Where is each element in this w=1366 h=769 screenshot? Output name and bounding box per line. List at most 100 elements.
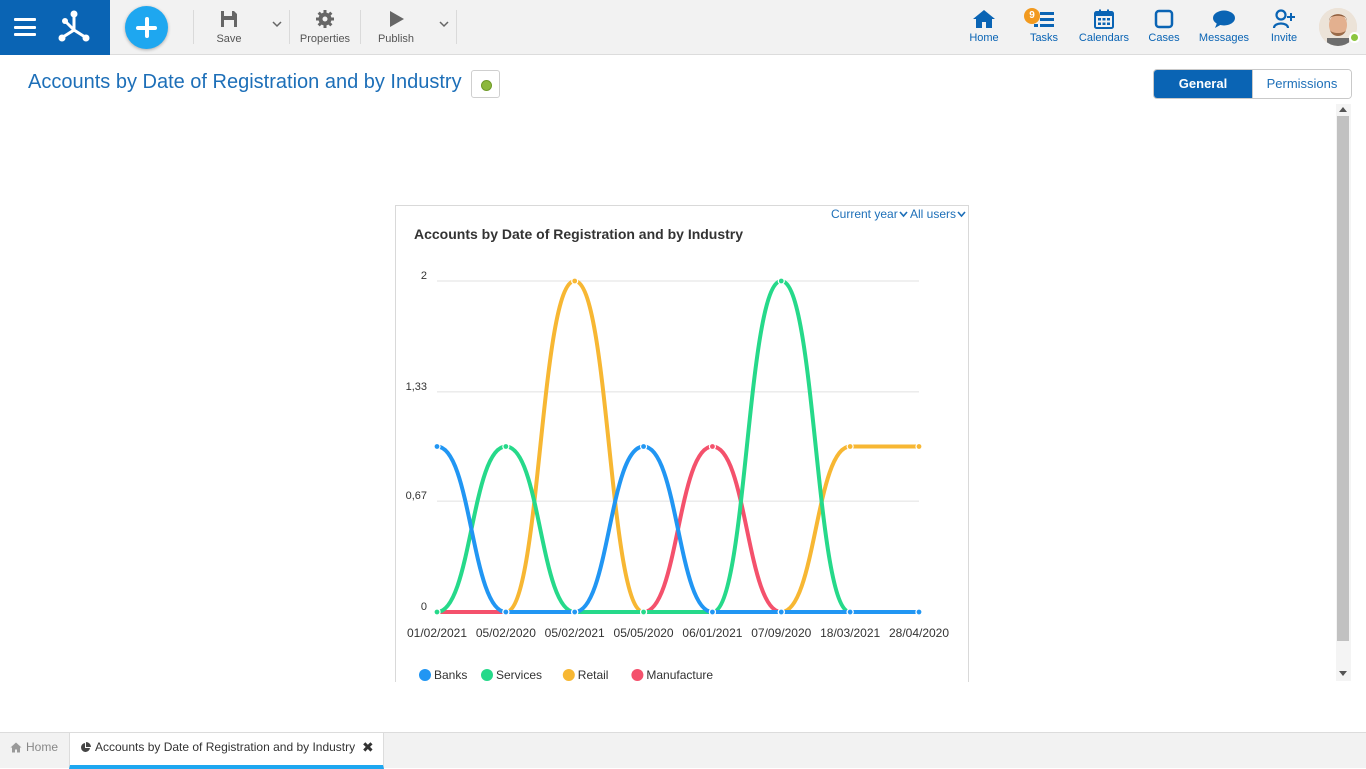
play-icon <box>390 11 404 27</box>
y-tick-label: 2 <box>421 270 427 282</box>
bottom-tab-chart-label: Accounts by Date of Registration and by … <box>95 740 356 754</box>
nav-invite-label: Invite <box>1270 32 1298 44</box>
nav-home[interactable]: Home <box>964 0 1004 55</box>
period-filter-label: Current year <box>831 207 898 221</box>
data-point-services <box>777 277 785 285</box>
online-status-dot <box>1349 32 1360 43</box>
create-new-button[interactable] <box>125 6 168 49</box>
legend-marker-manufacture <box>631 669 644 681</box>
series-line-retail <box>435 279 921 614</box>
nav-calendars-label: Calendars <box>1078 32 1130 44</box>
brand-area <box>0 0 110 55</box>
chart-panel: Current year All users Accounts by Date … <box>395 205 969 682</box>
data-point-manufacture <box>708 442 717 451</box>
line-chart: 0 0,67 1,33 2 01/02/2021 05/02/2020 05/02/2021… <box>406 270 950 682</box>
status-indicator-button[interactable] <box>471 70 500 98</box>
save-button[interactable]: Save <box>210 0 248 55</box>
toolbar-divider <box>456 10 457 44</box>
users-filter-dropdown[interactable]: All users <box>910 207 966 221</box>
properties-label: Properties <box>299 33 351 45</box>
nav-cases-label: Cases <box>1148 32 1180 44</box>
data-point-banks <box>639 442 648 451</box>
legend-label-retail: Retail <box>578 668 609 682</box>
users-filter-label: All users <box>910 207 957 221</box>
nav-invite[interactable]: Invite <box>1266 0 1302 55</box>
page-title: Accounts by Date of Registration and by … <box>28 71 462 93</box>
save-options-chevron-icon[interactable] <box>271 18 283 30</box>
data-point-retail <box>915 442 923 451</box>
scrollbar-thumb[interactable] <box>1337 116 1349 641</box>
toolbar-divider <box>360 10 361 44</box>
pie-chart-icon <box>81 742 91 752</box>
nav-messages[interactable]: Messages <box>1198 0 1250 55</box>
publish-label: Publish <box>377 33 415 45</box>
close-tab-icon[interactable]: ✖ <box>362 739 374 755</box>
view-segmented-control: General Permissions <box>1153 69 1352 99</box>
bottom-tab-home[interactable]: Home <box>0 733 69 769</box>
chevron-down-icon <box>957 211 966 218</box>
legend-label-banks: Banks <box>434 668 467 682</box>
scroll-up-arrow-icon[interactable] <box>1339 107 1347 112</box>
nav-calendars[interactable]: Calendars <box>1078 0 1130 55</box>
y-tick-label: 0,67 <box>406 490 427 502</box>
x-tick-label: 07/09/2020 <box>751 626 811 640</box>
data-point-banks <box>433 442 441 451</box>
data-point-banks <box>571 608 579 616</box>
properties-button[interactable]: Properties <box>298 0 352 55</box>
data-point-banks <box>502 608 510 616</box>
floppy-disk-icon <box>221 11 237 27</box>
nav-tasks-label: Tasks <box>1029 32 1059 44</box>
top-toolbar: Save Properties Publish <box>0 0 1366 55</box>
add-user-icon <box>1272 9 1295 29</box>
bottom-tab-home-label: Home <box>26 740 59 754</box>
nav-cases[interactable]: Cases <box>1146 0 1182 55</box>
tasks-count-badge: 9 <box>1024 8 1040 24</box>
y-tick-label: 1,33 <box>406 381 427 393</box>
nav-home-label: Home <box>969 32 999 44</box>
app-logo-icon[interactable] <box>54 8 94 46</box>
house-icon <box>10 742 22 753</box>
calendar-icon <box>1094 9 1114 29</box>
data-point-banks <box>915 608 923 616</box>
x-tick-label: 05/02/2020 <box>476 626 536 640</box>
publish-options-chevron-icon[interactable] <box>438 18 450 30</box>
chat-bubble-icon <box>1213 10 1235 28</box>
publish-button[interactable]: Publish <box>375 0 417 55</box>
nav-messages-label: Messages <box>1198 32 1250 44</box>
legend-marker-services <box>481 669 493 681</box>
y-tick-label: 0 <box>421 601 427 613</box>
period-filter-dropdown[interactable]: Current year <box>831 207 908 221</box>
data-point-services <box>433 608 441 616</box>
save-label: Save <box>216 33 242 45</box>
data-point-services <box>502 442 510 451</box>
x-tick-label: 06/01/2021 <box>682 626 742 640</box>
data-point-banks <box>846 608 854 616</box>
x-tick-label: 05/02/2021 <box>545 626 605 640</box>
data-point-retail <box>846 442 854 451</box>
data-point-services <box>639 608 648 616</box>
series-line-banks <box>435 444 921 614</box>
tab-general[interactable]: General <box>1154 70 1252 98</box>
scroll-down-arrow-icon[interactable] <box>1339 671 1347 676</box>
hamburger-menu-icon[interactable] <box>14 18 36 36</box>
bottom-tab-bar: Home Accounts by Date of Registration an… <box>0 732 1366 769</box>
data-point-banks <box>777 608 785 616</box>
legend-label-manufacture: Manufacture <box>646 668 713 682</box>
x-tick-label: 05/05/2020 <box>614 626 674 640</box>
tab-permissions[interactable]: Permissions <box>1252 70 1351 98</box>
bottom-tab-chart[interactable]: Accounts by Date of Registration and by … <box>69 733 384 769</box>
x-tick-label: 18/03/2021 <box>820 626 880 640</box>
legend-label-services: Services <box>496 668 542 682</box>
toolbar-divider <box>193 10 194 44</box>
house-icon <box>973 10 995 28</box>
chart-title: Accounts by Date of Registration and by … <box>414 226 744 242</box>
data-point-banks <box>708 608 717 616</box>
legend-marker-banks <box>419 669 431 681</box>
x-tick-label: 28/04/2020 <box>889 626 949 640</box>
chevron-down-icon <box>899 211 908 218</box>
toolbar-divider <box>289 10 290 44</box>
legend-marker-retail <box>562 669 575 681</box>
case-square-icon <box>1154 9 1174 29</box>
gear-icon <box>316 10 334 28</box>
x-tick-label: 01/02/2021 <box>407 626 467 640</box>
